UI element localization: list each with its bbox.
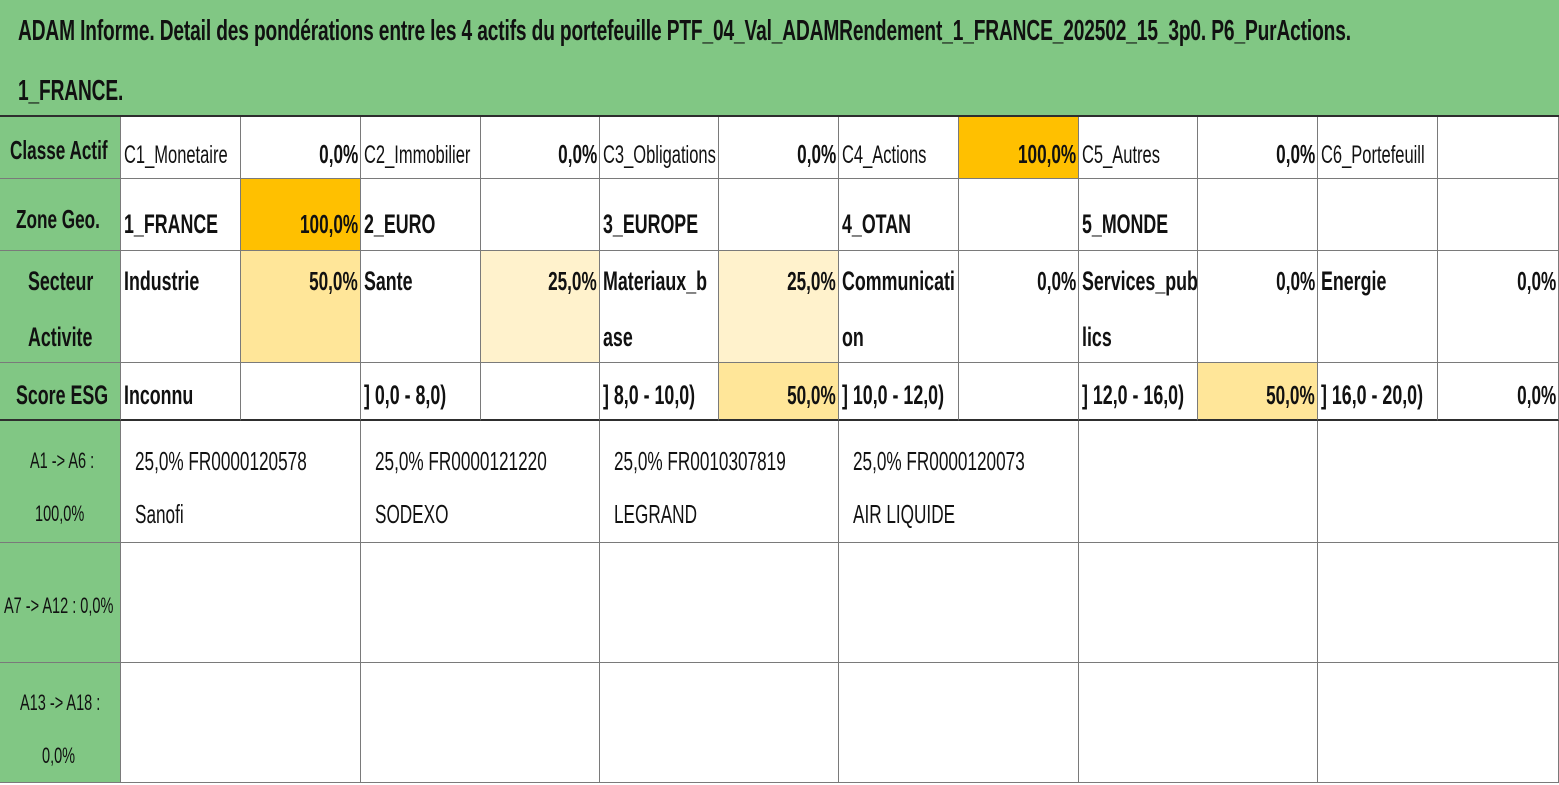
cell-c1-value[interactable]: 0,0% xyxy=(241,117,361,179)
report-title-line1: ADAM Informe. Detail des pondérations en… xyxy=(18,15,1351,47)
cell-esg-4-name[interactable]: ] 10,0 - 12,0) xyxy=(839,363,959,421)
cell-esg-1-name[interactable]: Inconnu xyxy=(121,363,241,421)
cell-zone-1-value[interactable]: 100,0% xyxy=(241,179,361,251)
row-header-assets-a1-a6: A1 -> A6 : 100,0% xyxy=(0,421,121,543)
cell-esg-1-value[interactable] xyxy=(241,363,361,421)
cell-zone-6-name[interactable] xyxy=(1318,179,1438,251)
cell-c6-value[interactable] xyxy=(1438,117,1559,179)
cell-c4-name[interactable]: C4_Actions xyxy=(839,117,959,179)
cell-c2-value[interactable]: 0,0% xyxy=(481,117,600,179)
cell-c3-value[interactable]: 0,0% xyxy=(719,117,839,179)
cell-secteur-1-value[interactable]: 50,0% xyxy=(241,251,361,363)
cell-secteur-5-value[interactable]: 0,0% xyxy=(1198,251,1318,363)
cell-zone-2-value[interactable] xyxy=(481,179,600,251)
cell-c5-value[interactable]: 0,0% xyxy=(1198,117,1318,179)
cell-zone-4-name[interactable]: 4_OTAN xyxy=(839,179,959,251)
asset-cell-16[interactable] xyxy=(839,663,1079,783)
cell-esg-3-value[interactable]: 50,0% xyxy=(719,363,839,421)
cell-esg-3-name[interactable]: ] 8,0 - 10,0) xyxy=(600,363,719,421)
cell-c3-name[interactable]: C3_Obligations xyxy=(600,117,719,179)
row-header-assets-a7-a12: A7 -> A12 : 0,0% xyxy=(0,543,121,663)
cell-secteur-5-name[interactable]: Services_pub lics xyxy=(1079,251,1198,363)
report-title-line2: 1_FRANCE. xyxy=(18,75,124,107)
asset-cell-13[interactable] xyxy=(121,663,361,783)
cell-zone-5-value[interactable] xyxy=(1198,179,1318,251)
cell-zone-5-name[interactable]: 5_MONDE xyxy=(1079,179,1198,251)
cell-c5-name[interactable]: C5_Autres xyxy=(1079,117,1198,179)
cell-secteur-6-value[interactable]: 0,0% xyxy=(1438,251,1559,363)
cell-zone-3-name[interactable]: 3_EUROPE xyxy=(600,179,719,251)
cell-secteur-1-name[interactable]: Industrie xyxy=(121,251,241,363)
asset-cell-4[interactable]: 25,0% FR0000120073 AIR LIQUIDE xyxy=(839,421,1079,543)
cell-secteur-2-name[interactable]: Sante xyxy=(361,251,481,363)
cell-c1-name[interactable]: C1_Monetaire xyxy=(121,117,241,179)
cell-zone-1-name[interactable]: 1_FRANCE xyxy=(121,179,241,251)
cell-secteur-3-value[interactable]: 25,0% xyxy=(719,251,839,363)
cell-esg-2-value[interactable] xyxy=(481,363,600,421)
row-header-score-esg: Score ESG xyxy=(0,363,121,421)
asset-cell-18[interactable] xyxy=(1318,663,1559,783)
asset-cell-17[interactable] xyxy=(1079,663,1318,783)
asset-cell-6[interactable] xyxy=(1318,421,1559,543)
asset-cell-5[interactable] xyxy=(1079,421,1318,543)
cell-secteur-3-name[interactable]: Materiaux_b ase xyxy=(600,251,719,363)
asset-cell-1[interactable]: 25,0% FR0000120578 Sanofi xyxy=(121,421,361,543)
cell-zone-4-value[interactable] xyxy=(959,179,1079,251)
report-title-banner: ADAM Informe. Detail des pondérations en… xyxy=(0,0,1559,117)
asset-cell-14[interactable] xyxy=(361,663,600,783)
asset-cell-3[interactable]: 25,0% FR0010307819 LEGRAND xyxy=(600,421,839,543)
cell-esg-6-value[interactable]: 0,0% xyxy=(1438,363,1559,421)
row-header-zone-geo: Zone Geo. xyxy=(0,179,121,251)
asset-cell-9[interactable] xyxy=(600,543,839,663)
asset-cell-11[interactable] xyxy=(1079,543,1318,663)
cell-esg-4-value[interactable] xyxy=(959,363,1079,421)
cell-zone-2-name[interactable]: 2_EURO xyxy=(361,179,481,251)
cell-esg-6-name[interactable]: ] 16,0 - 20,0) xyxy=(1318,363,1438,421)
row-header-secteur-activite: Secteur Activite xyxy=(0,251,121,363)
cell-secteur-2-value[interactable]: 25,0% xyxy=(481,251,600,363)
asset-cell-15[interactable] xyxy=(600,663,839,783)
asset-cell-7[interactable] xyxy=(121,543,361,663)
asset-cell-12[interactable] xyxy=(1318,543,1559,663)
cell-c6-name[interactable]: C6_Portefeuill xyxy=(1318,117,1438,179)
asset-cell-10[interactable] xyxy=(839,543,1079,663)
cell-secteur-4-name[interactable]: Communicati on xyxy=(839,251,959,363)
cell-zone-3-value[interactable] xyxy=(719,179,839,251)
cell-zone-6-value[interactable] xyxy=(1438,179,1559,251)
asset-cell-8[interactable] xyxy=(361,543,600,663)
cell-esg-5-value[interactable]: 50,0% xyxy=(1198,363,1318,421)
cell-c2-name[interactable]: C2_Immobilier xyxy=(361,117,481,179)
cell-secteur-4-value[interactable]: 0,0% xyxy=(959,251,1079,363)
row-header-assets-a13-a18: A13 -> A18 : 0,0% xyxy=(0,663,121,783)
row-header-classe-actif: Classe Actif xyxy=(0,117,121,179)
cell-esg-5-name[interactable]: ] 12,0 - 16,0) xyxy=(1079,363,1198,421)
cell-secteur-6-name[interactable]: Energie xyxy=(1318,251,1438,363)
cell-c4-value[interactable]: 100,0% xyxy=(959,117,1079,179)
asset-cell-2[interactable]: 25,0% FR0000121220 SODEXO xyxy=(361,421,600,543)
cell-esg-2-name[interactable]: ] 0,0 - 8,0) xyxy=(361,363,481,421)
